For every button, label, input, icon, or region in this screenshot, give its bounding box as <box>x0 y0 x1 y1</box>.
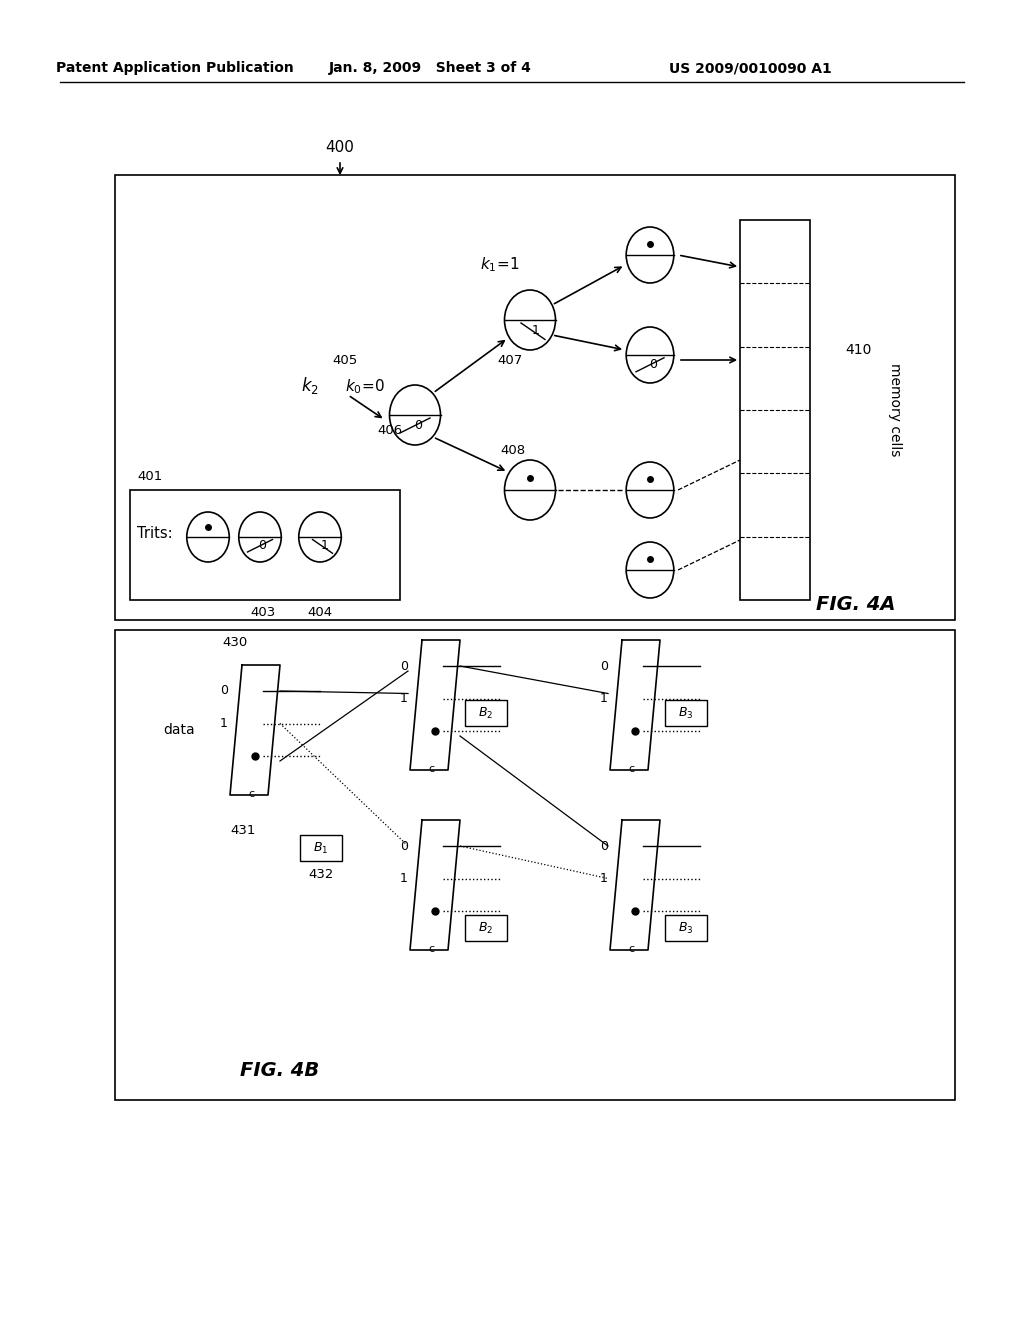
Text: 1: 1 <box>532 323 540 337</box>
Text: US 2009/0010090 A1: US 2009/0010090 A1 <box>669 61 831 75</box>
Text: 430: 430 <box>222 636 248 649</box>
Text: c: c <box>248 789 254 799</box>
Ellipse shape <box>239 512 282 562</box>
Text: $B_3$: $B_3$ <box>678 705 693 721</box>
Text: 1: 1 <box>400 873 408 884</box>
Text: 0: 0 <box>414 418 422 432</box>
FancyBboxPatch shape <box>665 915 707 941</box>
Ellipse shape <box>186 512 229 562</box>
FancyBboxPatch shape <box>115 630 955 1100</box>
Text: 1: 1 <box>220 717 228 730</box>
Text: 408: 408 <box>500 444 525 457</box>
Text: 1: 1 <box>322 540 329 552</box>
Text: 0: 0 <box>400 660 408 672</box>
Text: 0: 0 <box>258 540 266 552</box>
Text: 405: 405 <box>333 354 357 367</box>
Ellipse shape <box>627 327 674 383</box>
Polygon shape <box>410 820 460 950</box>
Text: 403: 403 <box>251 606 275 619</box>
Text: 0: 0 <box>649 358 656 371</box>
Text: memory cells: memory cells <box>888 363 902 457</box>
Text: $B_2$: $B_2$ <box>478 705 494 721</box>
Text: 401: 401 <box>137 470 162 483</box>
Text: c: c <box>428 764 434 775</box>
Ellipse shape <box>627 227 674 282</box>
Ellipse shape <box>389 385 440 445</box>
Text: FIG. 4A: FIG. 4A <box>815 595 895 615</box>
Text: Trits:: Trits: <box>137 525 173 540</box>
Text: 407: 407 <box>498 354 522 367</box>
Text: Jan. 8, 2009   Sheet 3 of 4: Jan. 8, 2009 Sheet 3 of 4 <box>329 61 531 75</box>
Ellipse shape <box>505 290 555 350</box>
Text: 410: 410 <box>845 343 871 356</box>
Text: 406: 406 <box>378 424 402 437</box>
Ellipse shape <box>627 462 674 517</box>
Text: 404: 404 <box>307 606 333 619</box>
Text: 0: 0 <box>400 840 408 853</box>
Text: 0: 0 <box>600 660 608 672</box>
Text: Patent Application Publication: Patent Application Publication <box>56 61 294 75</box>
FancyBboxPatch shape <box>740 220 810 601</box>
Text: FIG. 4B: FIG. 4B <box>241 1060 319 1080</box>
Text: c: c <box>428 944 434 954</box>
FancyBboxPatch shape <box>465 700 507 726</box>
Text: $B_1$: $B_1$ <box>313 841 329 855</box>
Text: data: data <box>164 723 195 737</box>
FancyBboxPatch shape <box>115 176 955 620</box>
FancyBboxPatch shape <box>465 915 507 941</box>
Ellipse shape <box>299 512 341 562</box>
Text: $k_0\!=\!0$: $k_0\!=\!0$ <box>345 378 385 396</box>
Ellipse shape <box>627 543 674 598</box>
Text: 1: 1 <box>400 692 408 705</box>
Text: $B_2$: $B_2$ <box>478 920 494 936</box>
Text: $B_3$: $B_3$ <box>678 920 693 936</box>
Text: 0: 0 <box>600 840 608 853</box>
FancyBboxPatch shape <box>300 836 342 861</box>
Polygon shape <box>610 820 660 950</box>
Text: 0: 0 <box>220 685 228 697</box>
Text: 1: 1 <box>600 692 608 705</box>
Text: 400: 400 <box>326 140 354 156</box>
Text: 432: 432 <box>308 869 334 882</box>
Polygon shape <box>610 640 660 770</box>
Text: 431: 431 <box>230 824 255 837</box>
Text: $k_1\!=\!1$: $k_1\!=\!1$ <box>480 256 520 275</box>
Text: $k_2$: $k_2$ <box>301 375 318 396</box>
Polygon shape <box>230 665 280 795</box>
Text: c: c <box>628 764 634 775</box>
Polygon shape <box>410 640 460 770</box>
Text: c: c <box>628 944 634 954</box>
Ellipse shape <box>505 459 555 520</box>
Text: 1: 1 <box>600 873 608 884</box>
FancyBboxPatch shape <box>130 490 400 601</box>
FancyBboxPatch shape <box>665 700 707 726</box>
